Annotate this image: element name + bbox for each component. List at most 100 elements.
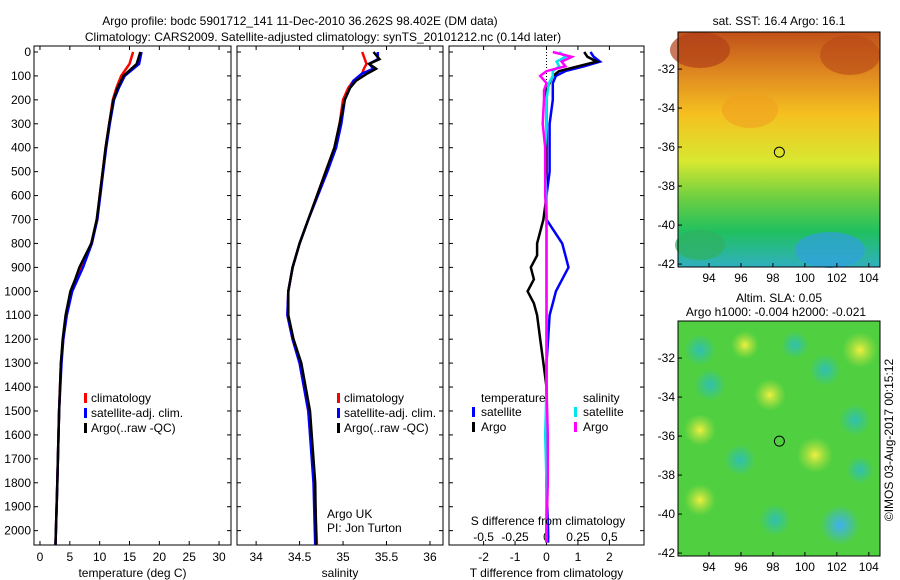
lat-tick-label: -38 [658, 468, 676, 482]
legend-swatch-t-satellite [472, 407, 475, 417]
x-tick-label: 34.5 [288, 550, 312, 564]
lat-tick-label: -34 [658, 101, 676, 115]
y-tick-label: 1900 [4, 500, 31, 514]
legend-swatch-satellite [337, 408, 340, 418]
lon-tick-label: 100 [795, 271, 815, 285]
salinity-legend: climatology satellite-adj. clim. Argo(..… [327, 391, 436, 535]
legend-label: satellite-adj. clim. [344, 406, 436, 420]
legend-swatch-climatology [84, 393, 87, 403]
lat-tick-label: -40 [658, 218, 676, 232]
sla-eddy-high [797, 437, 833, 473]
y-tick-label: 700 [11, 213, 31, 227]
argo-position-marker [773, 435, 785, 447]
x-tick-label: 2 [606, 550, 613, 564]
lon-tick-label: 96 [734, 271, 748, 285]
sla-map-axes: -32 -34 -36 -38 -40 -42 94 96 98 100 102 104 [658, 320, 881, 574]
lon-tick-label: 96 [734, 560, 748, 574]
x-tick-label: 20 [153, 550, 167, 564]
difference-legend: temperature salinity satellite Argo sate… [471, 391, 626, 528]
legend-label: satellite-adj. clim. [91, 406, 183, 420]
legend-label: Argo(..raw -QC) [344, 421, 429, 435]
sst-warm-patch [820, 35, 880, 75]
sla-eddy-high [842, 332, 878, 368]
sla-eddy-low [839, 404, 871, 436]
credit-text: ©IMOS 03-Aug-2017 00:15:12 [882, 359, 896, 522]
lat-tick-label: -38 [658, 179, 676, 193]
y-tick-label: 100 [11, 69, 31, 83]
lat-tick-label: -36 [658, 429, 676, 443]
map-frame [677, 31, 881, 268]
legend-label: climatology [91, 391, 151, 405]
x-axis-label: T difference from climatology [470, 566, 624, 580]
x-tick-label: 34 [249, 550, 263, 564]
s-diff-tick-label: 0.5 [601, 530, 618, 544]
s-diff-tick-label: -0.25 [501, 530, 529, 544]
legend-label: Argo(..raw -QC) [91, 421, 176, 435]
temperature-panel: 0 5 10 15 20 25 30 temperature (deg C) 0 100 200 30… [4, 45, 232, 580]
annotation-pi: PI: Jon Turton [327, 521, 402, 535]
temperature-legend: climatology satellite-adj. clim. Argo(..… [84, 391, 183, 435]
legend-swatch-climatology [337, 393, 340, 403]
x-tick-label: 25 [183, 550, 197, 564]
sst-cold-patch [675, 230, 725, 260]
y-tick-label: 1700 [4, 452, 31, 466]
sla-eddy-high [754, 379, 786, 411]
lat-tick-label: -32 [658, 351, 676, 365]
x-tick-label: -2 [478, 550, 489, 564]
legend-swatch-argo [337, 423, 340, 433]
y-tick-label: 900 [11, 260, 31, 274]
sla-eddy-low [759, 504, 791, 536]
y-tick-label: 500 [11, 165, 31, 179]
sla-eddy-low [846, 456, 874, 484]
y-tick-label: 1800 [4, 476, 31, 490]
difference-panel: -2 -1 0 1 2 T difference from climatology -0.5… [448, 45, 645, 580]
sla-map-subtitle: Argo h1000: -0.004 h2000: -0.021 [686, 305, 866, 319]
y-tick-label: 800 [11, 236, 31, 250]
lon-tick-label: 98 [766, 560, 780, 574]
lon-tick-label: 104 [859, 271, 879, 285]
sla-eddy-low [724, 444, 756, 476]
x-tick-label: -1 [510, 550, 521, 564]
sst-map-axes: -32 -34 -36 -38 -40 -42 94 96 98 100 102 104 [658, 31, 881, 285]
lat-tick-label: -42 [658, 546, 676, 560]
legend-swatch-satellite [84, 408, 87, 418]
lon-tick-label: 94 [702, 271, 716, 285]
x-axis-label: salinity [322, 566, 359, 580]
lat-tick-label: -40 [658, 507, 676, 521]
sla-eddy-low [781, 331, 809, 359]
x-tick-label: 35 [336, 550, 350, 564]
series-line-t-argo [526, 51, 601, 543]
lat-tick-label: -36 [658, 140, 676, 154]
sst-warm-patch [722, 92, 778, 128]
lat-tick-label: -34 [658, 390, 676, 404]
y-tick-label: 200 [11, 93, 31, 107]
sla-eddy-low [684, 334, 716, 366]
legend-label: Argo [481, 420, 507, 434]
x-tick-label: 0 [543, 550, 550, 564]
map-frame [677, 320, 881, 557]
s-diff-tick-label: 0.25 [566, 530, 590, 544]
lon-tick-label: 94 [702, 560, 716, 574]
lat-tick-label: -32 [658, 62, 676, 76]
lon-tick-label: 102 [827, 560, 847, 574]
x-tick-label: 10 [93, 550, 107, 564]
sla-eddy-low [694, 369, 726, 401]
legend-swatch-s-argo [574, 422, 577, 432]
lon-tick-label: 102 [827, 271, 847, 285]
series-line-argo-raw-qc- [287, 51, 382, 546]
series-line-s-argo [538, 50, 576, 543]
x-axis-label: temperature (deg C) [78, 566, 186, 580]
argo-position-marker [773, 146, 785, 158]
x-tick-label: 30 [212, 550, 226, 564]
lon-tick-label: 98 [766, 271, 780, 285]
sst-cold-patch [795, 232, 865, 268]
y-tick-label: 1000 [4, 284, 31, 298]
y-tick-label: 1100 [5, 308, 31, 322]
y-tick-label: 1400 [4, 380, 31, 394]
x-tick-label: 36 [423, 550, 437, 564]
plot-frame [33, 45, 232, 546]
s-diff-axis-label: S difference from climatology [471, 514, 626, 528]
legend-label: Argo [583, 420, 609, 434]
salinity-panel: 34 34.5 35 35.5 36 salinity [236, 45, 444, 580]
y-tick-label: 1600 [4, 428, 31, 442]
